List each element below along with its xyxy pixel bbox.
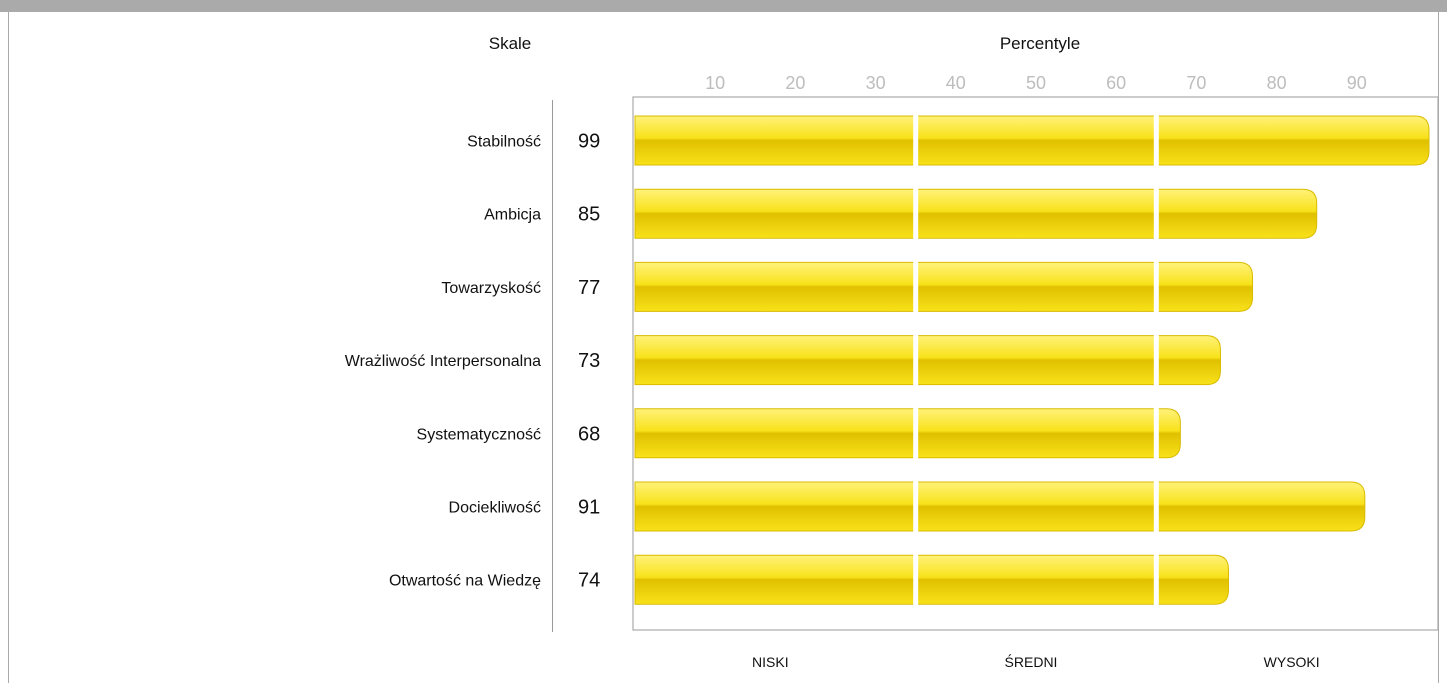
band-separator (1153, 115, 1159, 166)
band-separator (913, 334, 919, 386)
band-label: NISKI (752, 654, 789, 670)
category-label: Stabilność (467, 134, 541, 151)
value-label: 74 (578, 570, 600, 592)
band-separator (1153, 554, 1159, 606)
x-tick-label: 60 (1106, 73, 1126, 93)
band-separator (913, 407, 919, 459)
band-separator (913, 261, 919, 313)
band-separator (913, 554, 919, 606)
category-label: Otwartość na Wiedzę (389, 573, 541, 590)
band-separator (913, 115, 919, 166)
category-label: Wrażliwość Interpersonalna (345, 353, 541, 370)
value-label: 99 (578, 131, 600, 153)
top-bar (0, 0, 1447, 12)
percentiles-header: Percentyle (999, 34, 1081, 53)
bar (634, 188, 1318, 239)
band-label: ŚREDNI (1005, 653, 1058, 670)
value-label: 77 (578, 277, 600, 299)
value-label: 73 (578, 350, 600, 372)
band-label: WYSOKI (1264, 654, 1320, 670)
value-label: 85 (578, 204, 600, 226)
bar (634, 115, 1430, 166)
value-label: 91 (578, 497, 600, 519)
band-separator (1153, 261, 1159, 313)
labels-divider (552, 100, 553, 632)
category-label: Towarzyskość (441, 280, 541, 297)
x-tick-label: 10 (705, 73, 725, 93)
value-label: 68 (578, 423, 600, 445)
x-tick-label: 70 (1186, 73, 1206, 93)
x-tick-label: 90 (1347, 73, 1367, 93)
bar (634, 261, 1254, 312)
bar (634, 408, 1181, 459)
scales-header: Skale (488, 34, 532, 53)
category-label: Ambicja (484, 207, 541, 224)
category-label: Dociekliwość (449, 500, 541, 517)
category-label: Systematyczność (417, 426, 541, 443)
bar (634, 335, 1221, 386)
band-separator (1153, 481, 1159, 532)
band-separator (1153, 188, 1159, 240)
band-separator (1153, 334, 1159, 386)
x-tick-label: 80 (1267, 73, 1287, 93)
x-tick-label: 40 (946, 73, 966, 93)
band-separator (913, 481, 919, 532)
bar (634, 554, 1229, 605)
bar (634, 481, 1366, 532)
frame-left-border (8, 12, 9, 683)
band-separator (913, 188, 919, 240)
x-tick-label: 50 (1026, 73, 1046, 93)
x-tick-label: 30 (866, 73, 886, 93)
band-separator (1153, 407, 1159, 459)
x-tick-label: 20 (785, 73, 805, 93)
